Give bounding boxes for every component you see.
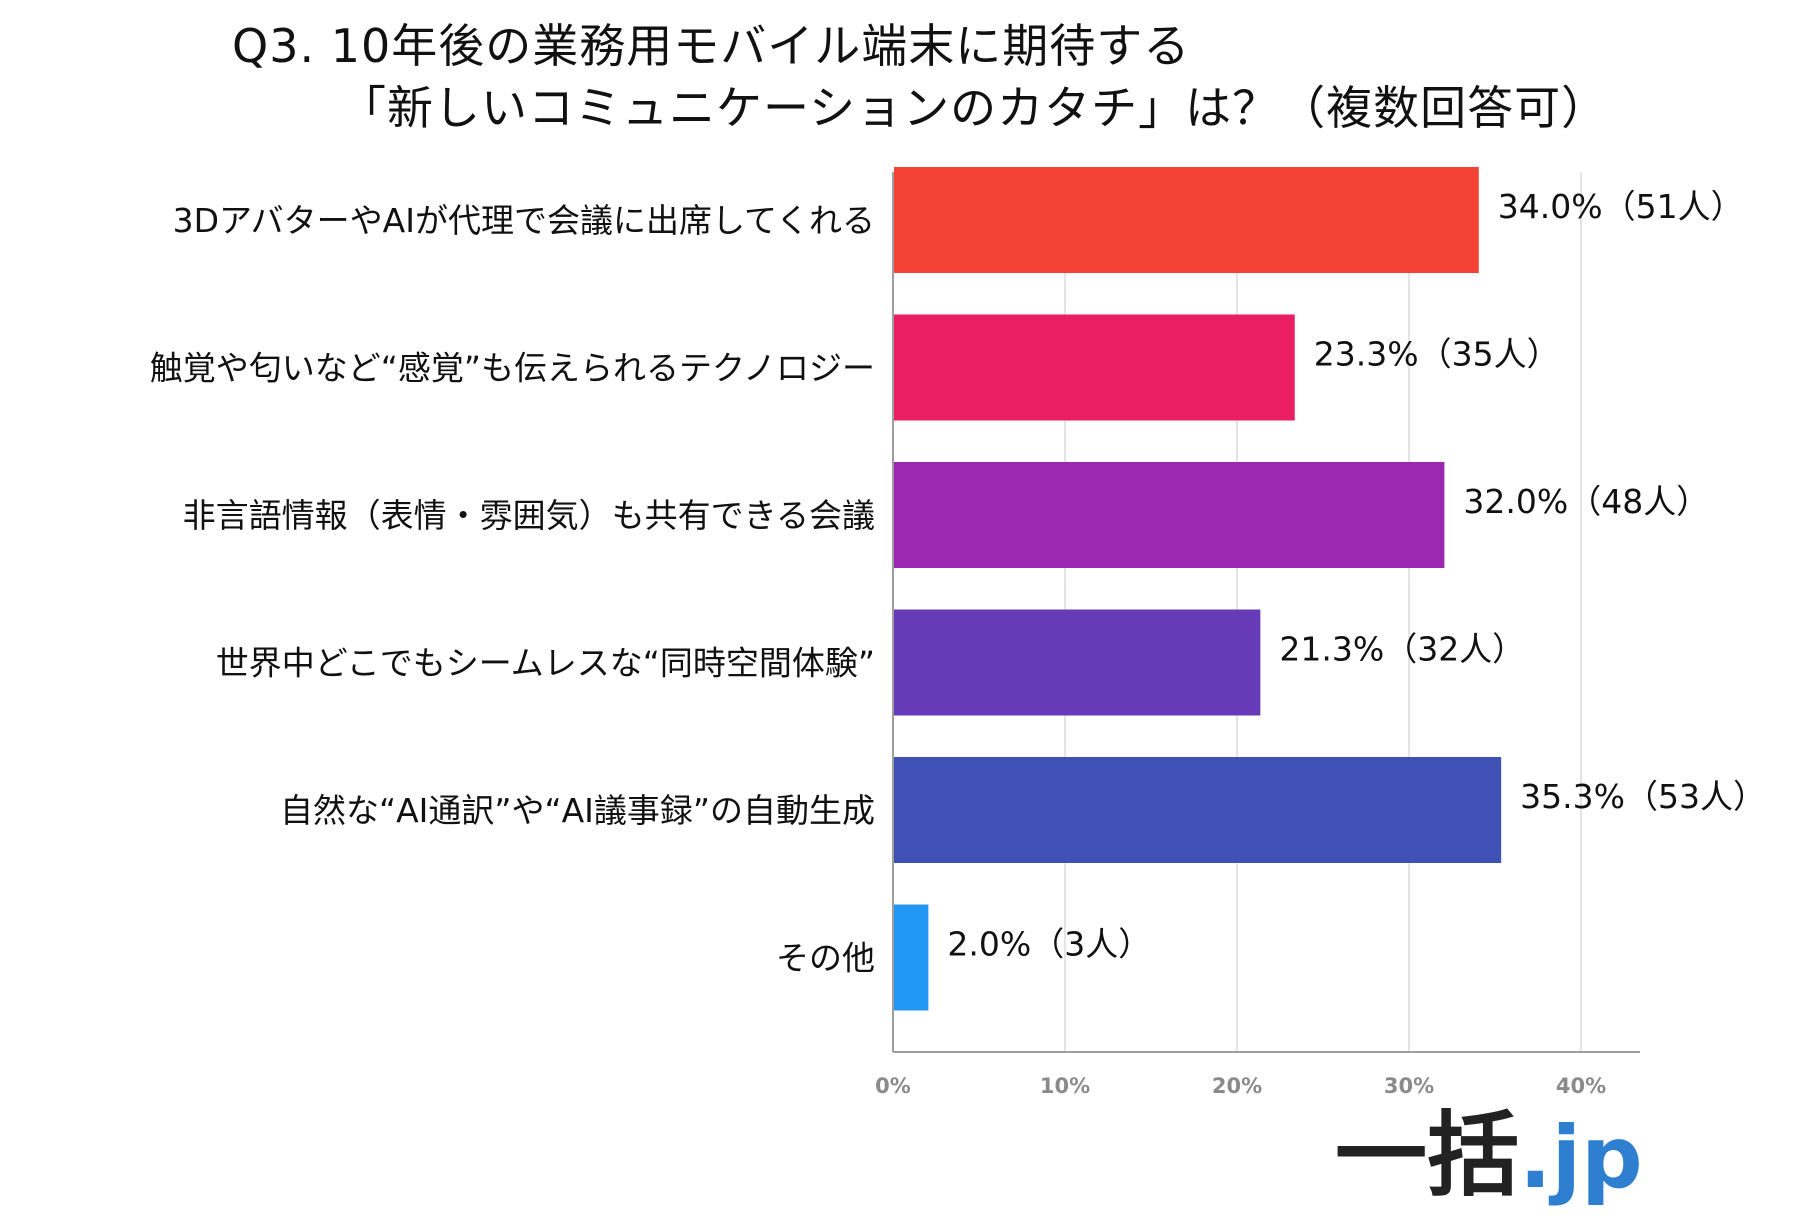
value-label: 34.0%（51人） [1498,187,1744,226]
bar [894,167,1479,273]
bar [894,609,1261,716]
brand-logo: 一括.jp [1335,1110,1643,1202]
axes [892,172,1640,1053]
x-tick-label: 30% [1384,1074,1434,1098]
value-label: 21.3%（32人） [1279,630,1525,669]
logo-tld-text: .jp [1519,1108,1643,1208]
bar [894,757,1502,863]
value-label: 32.0%（48人） [1463,482,1709,521]
bar [894,462,1445,568]
chart-title-line-2: 「新しいコミュニケーションのカタチ」は？（複数回答可） [340,81,1609,135]
category-label: 非言語情報（表情・雰囲気）も共有できる会議 [183,496,875,535]
category-label: 世界中どこでもシームレスな“同時空間体験” [216,644,875,683]
bar [894,314,1295,421]
value-label: 35.3%（53人） [1520,777,1766,816]
chart-title-line-1: Q3. 10年後の業務用モバイル端末に期待する [232,19,1191,73]
category-label: 触覚や匂いなど“感覚”も伝えられるテクノロジー [150,349,875,388]
labels: 0% 10% 20% 30% 40% 3DアバターやAIが代理で会議に出席してくれる 34.… [150,187,1766,1098]
value-label: 2.0%（3人） [947,925,1151,964]
logo-main-text: 一括 [1335,1102,1520,1209]
x-tick-label: 10% [1040,1074,1090,1098]
category-label: 3DアバターやAIが代理で会議に出席してくれる [173,201,875,240]
bars [894,167,1502,1011]
value-label: 23.3%（35人） [1314,335,1560,374]
category-label: その他 [776,939,875,978]
bar [894,904,929,1011]
category-label: 自然な“AI通訳”や“AI議事録”の自動生成 [280,791,875,830]
x-tick-label: 40% [1556,1074,1606,1098]
x-tick-label: 20% [1212,1074,1262,1098]
x-tick-label: 0% [875,1074,911,1098]
